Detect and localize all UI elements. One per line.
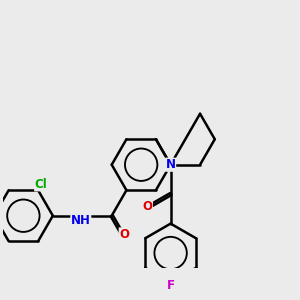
Text: F: F <box>167 279 175 292</box>
Text: Cl: Cl <box>35 178 47 191</box>
Text: O: O <box>142 200 152 213</box>
Text: NH: NH <box>71 214 91 226</box>
Text: O: O <box>119 228 129 241</box>
Text: N: N <box>166 158 176 171</box>
